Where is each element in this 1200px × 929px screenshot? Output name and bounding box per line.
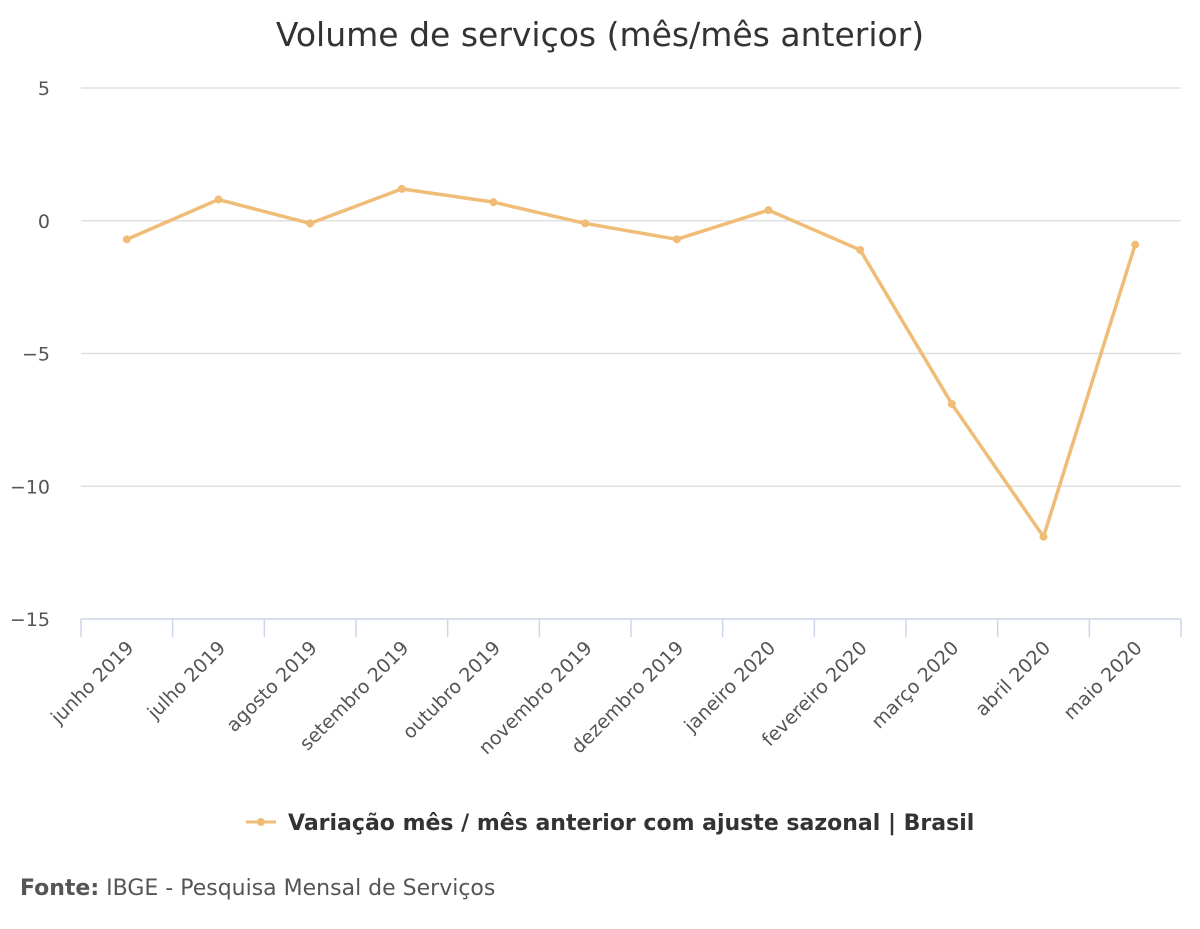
- legend[interactable]: Variação mês / mês anterior com ajuste s…: [246, 811, 974, 836]
- x-tick-label: julho 2019: [143, 637, 230, 724]
- y-tick-label: 0: [38, 211, 50, 233]
- y-tick-label: −5: [22, 344, 50, 366]
- x-tick-label: abril 2020: [971, 637, 1055, 721]
- x-tick-label: outubro 2019: [399, 637, 506, 744]
- data-point[interactable]: [764, 206, 773, 215]
- x-tick-label: junho 2019: [46, 637, 138, 729]
- data-point[interactable]: [1131, 240, 1140, 249]
- data-point[interactable]: [672, 235, 681, 244]
- data-point[interactable]: [856, 245, 865, 254]
- series-group: [122, 184, 1140, 541]
- data-point[interactable]: [581, 219, 590, 228]
- y-axis: 5 0 −5 −10 −15: [10, 78, 50, 631]
- data-point[interactable]: [489, 198, 498, 207]
- series-line: [125, 187, 1137, 539]
- grid-lines: [81, 87, 1181, 487]
- x-tick-label: maio 2020: [1059, 637, 1146, 724]
- legend-marker-symbol: [257, 818, 265, 826]
- source-text: IBGE - Pesquisa Mensal de Serviços: [106, 876, 496, 901]
- x-tick-label: março 2020: [867, 637, 963, 733]
- y-tick-label: 5: [38, 78, 50, 100]
- data-point[interactable]: [214, 195, 223, 204]
- source-label: Fonte:: [20, 876, 100, 901]
- data-point[interactable]: [122, 235, 131, 244]
- chart-title: Volume de serviços (mês/mês anterior): [276, 15, 924, 54]
- data-point[interactable]: [306, 219, 315, 228]
- x-tick-label: janeiro 2020: [679, 637, 780, 738]
- source-note: Fonte: IBGE - Pesquisa Mensal de Serviço…: [20, 876, 495, 901]
- data-point[interactable]: [947, 399, 956, 408]
- y-tick-label: −10: [10, 476, 50, 498]
- legend-label: Variação mês / mês anterior com ajuste s…: [288, 811, 974, 836]
- data-point[interactable]: [1039, 532, 1048, 541]
- x-tick-label: agosto 2019: [222, 637, 321, 736]
- data-point[interactable]: [397, 184, 406, 193]
- y-tick-label: −15: [10, 609, 50, 631]
